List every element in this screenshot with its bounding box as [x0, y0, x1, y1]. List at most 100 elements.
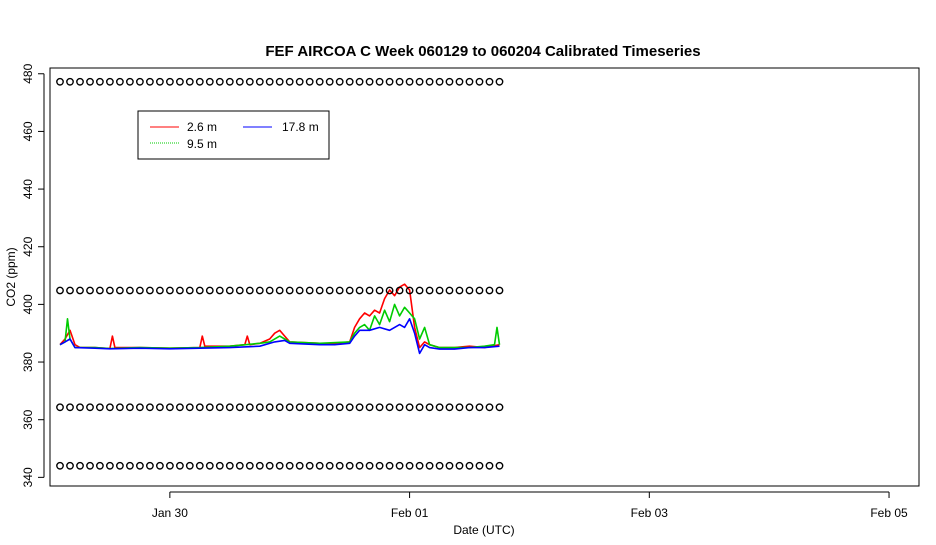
data-point-marker — [265, 77, 274, 86]
data-point-marker — [106, 77, 114, 86]
x-axis: Jan 30 Feb 01 Feb 03 Feb 05 — [152, 491, 908, 520]
data-point-marker — [415, 77, 424, 86]
data-point-marker — [106, 403, 114, 412]
data-point-marker — [175, 286, 184, 295]
data-point-marker — [96, 461, 104, 470]
data-point-marker — [125, 286, 134, 295]
data-point-marker — [195, 77, 204, 86]
x-tick-label: Feb 05 — [870, 506, 908, 520]
data-point-marker — [205, 77, 214, 86]
data-point-marker — [76, 403, 84, 412]
data-point-marker — [355, 461, 364, 470]
data-point-marker — [295, 461, 304, 470]
data-point-marker — [335, 461, 344, 470]
data-point-marker — [205, 286, 214, 295]
data-point-marker — [185, 403, 194, 412]
data-point-marker — [155, 77, 164, 86]
data-point-marker — [445, 403, 454, 412]
data-point-marker — [66, 77, 74, 86]
data-point-marker — [285, 403, 294, 412]
data-point-marker — [325, 77, 334, 86]
data-point-marker — [275, 461, 284, 470]
data-point-marker — [485, 286, 494, 295]
data-point-marker — [485, 77, 494, 86]
y-tick-label: 460 — [21, 121, 35, 141]
data-point-marker — [145, 286, 154, 295]
data-point-marker — [56, 403, 64, 412]
data-point-marker — [335, 77, 344, 86]
data-point-marker — [215, 403, 224, 412]
data-point-marker — [165, 77, 174, 86]
data-point-marker — [265, 403, 274, 412]
data-point-marker — [125, 77, 134, 86]
data-point-marker — [345, 461, 354, 470]
data-point-marker — [265, 286, 274, 295]
data-point-marker — [395, 286, 404, 295]
data-point-marker — [425, 461, 434, 470]
data-point-marker — [96, 286, 104, 295]
data-point-marker — [215, 77, 224, 86]
data-point-marker — [265, 461, 274, 470]
data-point-marker — [305, 286, 314, 295]
data-point-marker — [455, 461, 464, 470]
data-point-marker — [335, 403, 344, 412]
data-point-marker — [335, 286, 344, 295]
data-point-marker — [175, 403, 184, 412]
data-point-marker — [195, 461, 204, 470]
data-point-marker — [475, 461, 484, 470]
data-point-marker — [106, 461, 114, 470]
data-point-marker — [475, 286, 484, 295]
data-point-marker — [185, 286, 194, 295]
data-point-marker — [66, 286, 74, 295]
data-point-marker — [66, 461, 74, 470]
data-point-marker — [305, 461, 314, 470]
data-point-marker — [245, 286, 254, 295]
data-point-marker — [195, 286, 204, 295]
data-point-marker — [245, 77, 254, 86]
data-point-marker — [255, 403, 264, 412]
data-point-marker — [385, 403, 394, 412]
data-point-marker — [285, 286, 294, 295]
data-point-marker — [135, 77, 144, 86]
data-point-marker — [106, 286, 114, 295]
data-point-marker — [455, 403, 464, 412]
data-point-marker — [185, 77, 194, 86]
data-point-marker — [96, 77, 104, 86]
data-point-marker — [125, 461, 134, 470]
data-point-marker — [395, 403, 404, 412]
data-point-marker — [255, 461, 264, 470]
data-point-marker — [155, 403, 164, 412]
y-tick-label: 340 — [21, 467, 35, 487]
data-point-marker — [116, 286, 124, 295]
plot-frame — [49, 67, 920, 487]
data-point-marker — [56, 77, 64, 86]
data-point-marker — [135, 461, 144, 470]
data-point-marker — [155, 461, 164, 470]
data-point-marker — [175, 77, 184, 86]
data-point-marker — [485, 461, 494, 470]
data-point-marker — [405, 77, 414, 86]
x-tick-label: Jan 30 — [152, 506, 188, 520]
data-point-marker — [215, 461, 224, 470]
y-tick-label: 360 — [21, 409, 35, 429]
legend-box — [137, 110, 330, 160]
legend: 2.6 m 9.5 m 17.8 m — [137, 110, 330, 160]
data-point-marker — [305, 403, 314, 412]
y-axis: 340 360 380 400 420 440 460 480 — [21, 63, 45, 487]
data-point-marker — [455, 77, 464, 86]
data-point-marker — [355, 77, 364, 86]
data-point-marker — [345, 77, 354, 86]
y-tick-label: 400 — [21, 294, 35, 314]
legend-label-2-6m: 2.6 m — [187, 120, 217, 134]
data-point-marker — [315, 286, 324, 295]
data-point-marker — [165, 286, 174, 295]
data-point-marker — [385, 286, 394, 295]
data-point-marker — [195, 403, 204, 412]
data-point-marker — [355, 403, 364, 412]
data-point-marker — [275, 403, 284, 412]
data-point-marker — [495, 77, 504, 86]
series-line-17-8m — [59, 318, 500, 355]
x-tick-label: Feb 01 — [391, 506, 429, 520]
data-point-marker — [56, 286, 64, 295]
data-point-marker — [285, 461, 294, 470]
